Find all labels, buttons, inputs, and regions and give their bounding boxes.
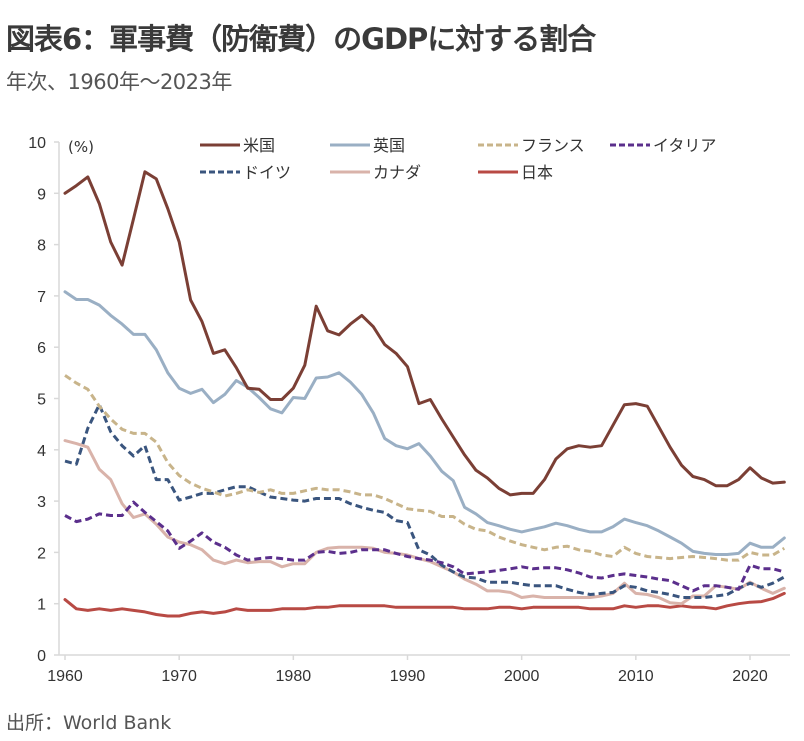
y-axis-unit-label: (%) <box>68 138 94 156</box>
legend-label: イタリア <box>653 136 716 155</box>
legend-label: 米国 <box>243 136 275 155</box>
y-tick-label: 9 <box>37 186 46 203</box>
series-line-5 <box>63 439 786 606</box>
legend-label: フランス <box>521 136 585 155</box>
y-tick-label: 5 <box>37 392 46 409</box>
x-tick-label: 2010 <box>618 668 654 685</box>
series-line-3 <box>64 500 785 593</box>
legend-label: ドイツ <box>243 163 291 182</box>
y-tick-label: 4 <box>37 443 46 460</box>
legend-label: カナダ <box>373 163 421 182</box>
series-line-6 <box>63 591 786 618</box>
x-tick-label: 1980 <box>276 668 312 685</box>
x-tick-label: 2000 <box>504 668 540 685</box>
legend-item: フランス <box>478 136 585 155</box>
y-tick-label: 1 <box>37 597 46 614</box>
legend-item: 日本 <box>478 163 553 182</box>
y-tick-label: 3 <box>37 494 46 511</box>
legend-item: 英国 <box>330 136 405 155</box>
chart-title: 図表6：軍事費（防衛費）のGDPに対する割合 <box>6 22 596 56</box>
series-lines <box>63 170 786 618</box>
legend-label: 日本 <box>521 163 553 182</box>
y-tick-label: 8 <box>37 238 46 255</box>
series-line-1 <box>63 290 786 556</box>
y-tick-label: 7 <box>37 289 46 306</box>
y-tick-label: 2 <box>37 545 46 562</box>
y-tick-label: 10 <box>28 135 46 152</box>
x-tick-label: 1960 <box>47 668 83 685</box>
y-tick-label: 0 <box>37 648 46 665</box>
series-line-2 <box>64 374 786 562</box>
x-tick-label: 1990 <box>390 668 426 685</box>
chart-subtitle: 年次、1960年～2023年 <box>6 70 232 94</box>
y-tick-label: 6 <box>37 340 46 357</box>
source-note: 出所：World Bank <box>6 712 172 734</box>
axes: 0 1 2 3 4 5 6 7 8 9 10 1960 1970 1980 1990 2000 2010 2020 <box>28 135 790 685</box>
legend-item: 米国 <box>200 136 275 155</box>
series-line-0 <box>63 170 786 497</box>
legend-item: カナダ <box>330 163 421 182</box>
legend-item: イタリア <box>610 136 716 155</box>
legend-label: 英国 <box>373 136 405 155</box>
legend-item: ドイツ <box>200 163 291 182</box>
x-tick-label: 1970 <box>161 668 197 685</box>
x-tick-label: 2020 <box>732 668 768 685</box>
series-line-4 <box>64 403 786 599</box>
